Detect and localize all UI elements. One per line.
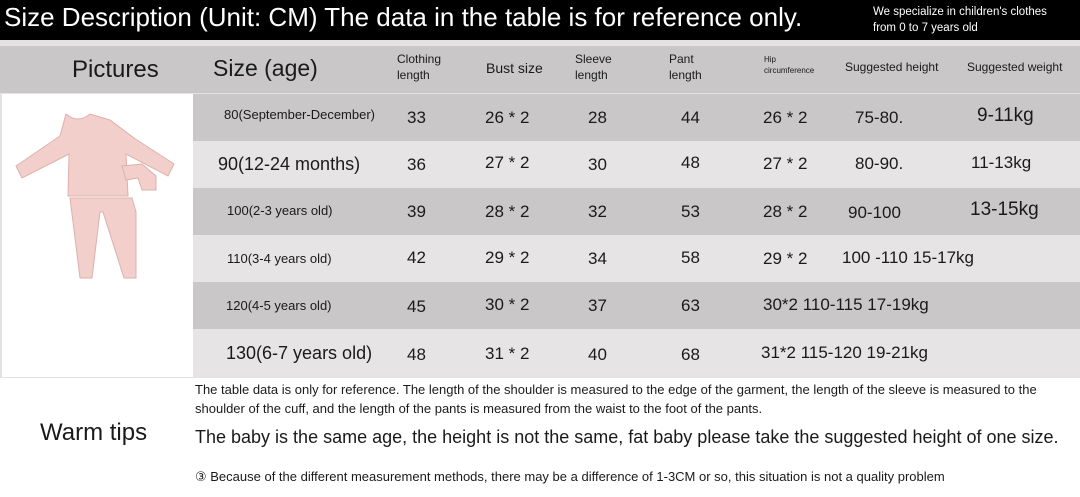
cell-hip: 28 * 2: [763, 202, 808, 221]
measurement-note: The table data is only for reference. Th…: [195, 382, 1037, 416]
header-pictures: Pictures: [72, 56, 159, 83]
table-row: 120(4-5 years old) 45 30 * 2 37 63 30*2 …: [193, 282, 1080, 329]
cell-height: 100 -110 15-17kg: [842, 248, 975, 267]
header-hip-circumference: Hip circumference: [764, 55, 815, 75]
cell-hip: 31*2 115-120 19-21kg: [761, 343, 928, 362]
slogan-line-2: from 0 to 7 years old: [873, 22, 978, 34]
cell-bust-size: 27 * 2: [485, 153, 530, 172]
cell-sleeve-length: 28: [588, 108, 607, 127]
table-row: 80(September-December) 33 26 * 2 28 44 2…: [193, 94, 1080, 141]
cell-size: 130(6-7 years old): [226, 343, 373, 363]
warm-tips-section: Warm tips The table data is only for ref…: [0, 378, 1080, 497]
cell-weight: 13-15kg: [970, 199, 1039, 220]
cell-pant-length: 53: [681, 202, 700, 221]
cell-clothing-length: 45: [407, 297, 426, 316]
cell-size: 120(4-5 years old): [226, 298, 332, 313]
cell-size: 110(3-4 years old): [227, 251, 332, 266]
cell-sleeve-length: 30: [588, 155, 607, 174]
cell-clothing-length: 36: [407, 155, 426, 174]
cell-hip: 26 * 2: [763, 108, 808, 127]
header-suggested-height: Suggested height: [845, 60, 939, 74]
cell-hip: 27 * 2: [763, 154, 808, 173]
height-note: The baby is the same age, the height is …: [195, 427, 1059, 447]
cell-pant-length: 58: [681, 248, 700, 267]
cell-bust-size: 28 * 2: [485, 202, 530, 221]
table-row: 90(12-24 months) 36 27 * 2 30 48 27 * 2 …: [193, 141, 1080, 188]
cell-size: 100(2-3 years old): [227, 203, 333, 218]
cell-sleeve-length: 40: [588, 345, 607, 364]
table-row: 100(2-3 years old) 39 28 * 2 32 53 28 * …: [193, 188, 1080, 235]
cell-clothing-length: 33: [407, 108, 426, 127]
cell-pant-length: 63: [681, 296, 700, 315]
header-clothing-length: Clothing length: [397, 52, 442, 82]
cell-height: 75-80.: [855, 108, 904, 127]
cell-bust-size: 30 * 2: [485, 295, 530, 314]
cell-pant-length: 44: [681, 108, 700, 127]
cell-size: 80(September-December): [224, 107, 376, 122]
cell-sleeve-length: 34: [588, 249, 607, 268]
cell-sleeve-length: 32: [588, 202, 607, 221]
page-title: Size Description (Unit: CM) The data in …: [4, 2, 803, 32]
title-banner: Size Description (Unit: CM) The data in …: [0, 0, 1080, 40]
cell-pant-length: 48: [681, 153, 700, 172]
cell-weight: 9-11kg: [977, 105, 1034, 126]
cell-bust-size: 29 * 2: [485, 248, 530, 267]
table-row: 130(6-7 years old) 48 31 * 2 40 68 31*2 …: [193, 329, 1080, 377]
cell-bust-size: 26 * 2: [485, 108, 530, 127]
cell-hip: 29 * 2: [763, 249, 808, 268]
pink-pajama-set-icon: [15, 113, 175, 279]
difference-note: ③ Because of the different measurement m…: [195, 469, 945, 484]
store-slogan: We specialize in children's clothes from…: [873, 4, 1073, 36]
header-bust-size: Bust size: [486, 60, 543, 76]
cell-clothing-length: 48: [407, 345, 426, 364]
product-photo: [2, 94, 193, 377]
cell-bust-size: 31 * 2: [485, 344, 530, 363]
table-row: 110(3-4 years old) 42 29 * 2 34 58 29 * …: [193, 235, 1080, 282]
cell-height: 90-100: [848, 203, 901, 222]
header-size: Size (age): [213, 55, 318, 81]
cell-weight: 11-13kg: [971, 153, 1032, 172]
cell-size: 90(12-24 months): [218, 154, 361, 174]
header-suggested-weight: Suggested weight: [967, 60, 1063, 74]
cell-hip: 30*2 110-115 17-19kg: [763, 295, 929, 314]
cell-sleeve-length: 37: [588, 296, 607, 315]
header-pant-length: Pant length: [669, 52, 702, 82]
slogan-line-1: We specialize in children's clothes: [873, 6, 1047, 18]
cell-clothing-length: 42: [407, 248, 426, 267]
cell-pant-length: 68: [681, 345, 700, 364]
header-sleeve-length: Sleeve length: [575, 52, 612, 82]
cell-clothing-length: 39: [407, 202, 426, 221]
table-header: Pictures Size (age) Clothing length Bust…: [0, 46, 1080, 93]
cell-height: 80-90.: [855, 154, 904, 173]
warm-tips-label: Warm tips: [40, 419, 148, 446]
